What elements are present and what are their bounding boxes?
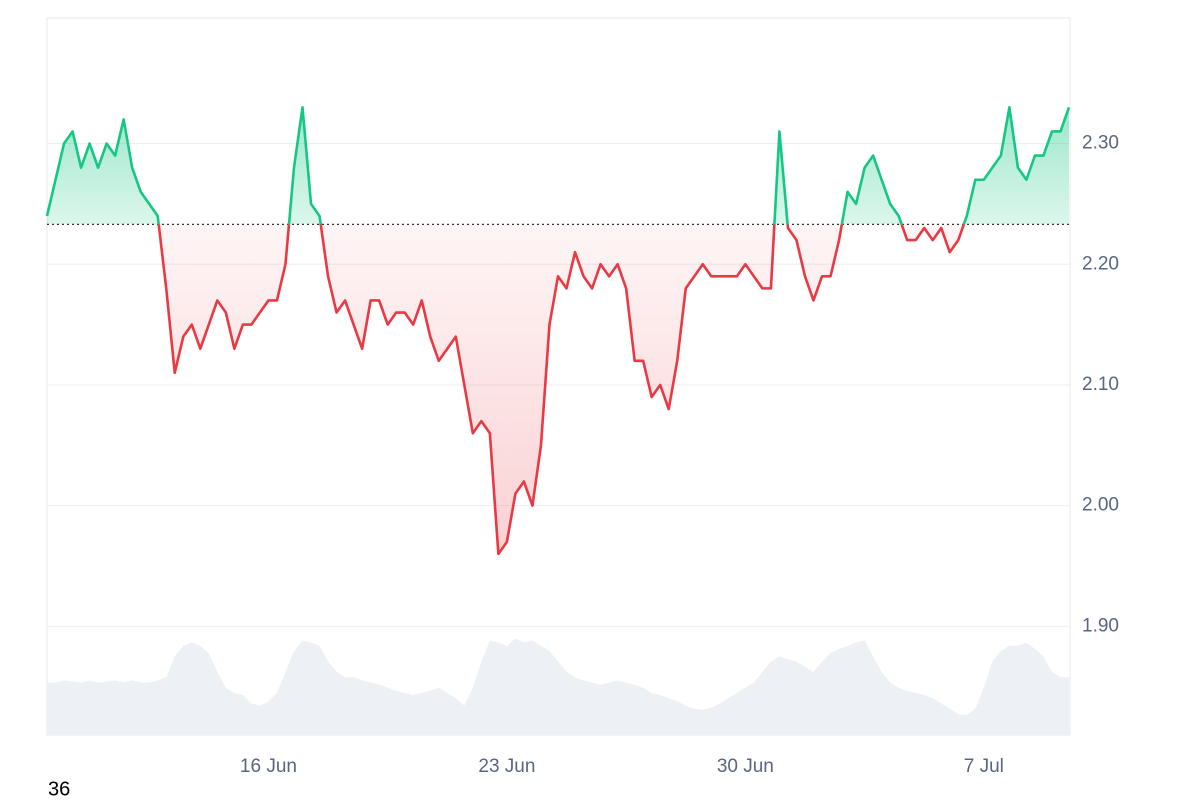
x-tick-label: 30 Jun — [717, 756, 774, 777]
y-tick-label: 2.30 — [1082, 133, 1119, 154]
plot-frame — [46, 17, 1071, 736]
y-tick-label: 2.00 — [1082, 495, 1119, 516]
footer-text: 36 — [48, 778, 70, 800]
x-tick-label: 23 Jun — [478, 756, 535, 777]
y-tick-label: 2.10 — [1082, 374, 1119, 395]
price-area — [47, 107, 1069, 554]
x-tick-label: 7 Jul — [964, 756, 1004, 777]
y-tick-label: 1.90 — [1082, 615, 1119, 636]
x-tick-label: 16 Jun — [240, 756, 297, 777]
volume-area — [47, 638, 1069, 735]
y-tick-label: 2.20 — [1082, 253, 1119, 274]
price-line — [45, 106, 1071, 556]
